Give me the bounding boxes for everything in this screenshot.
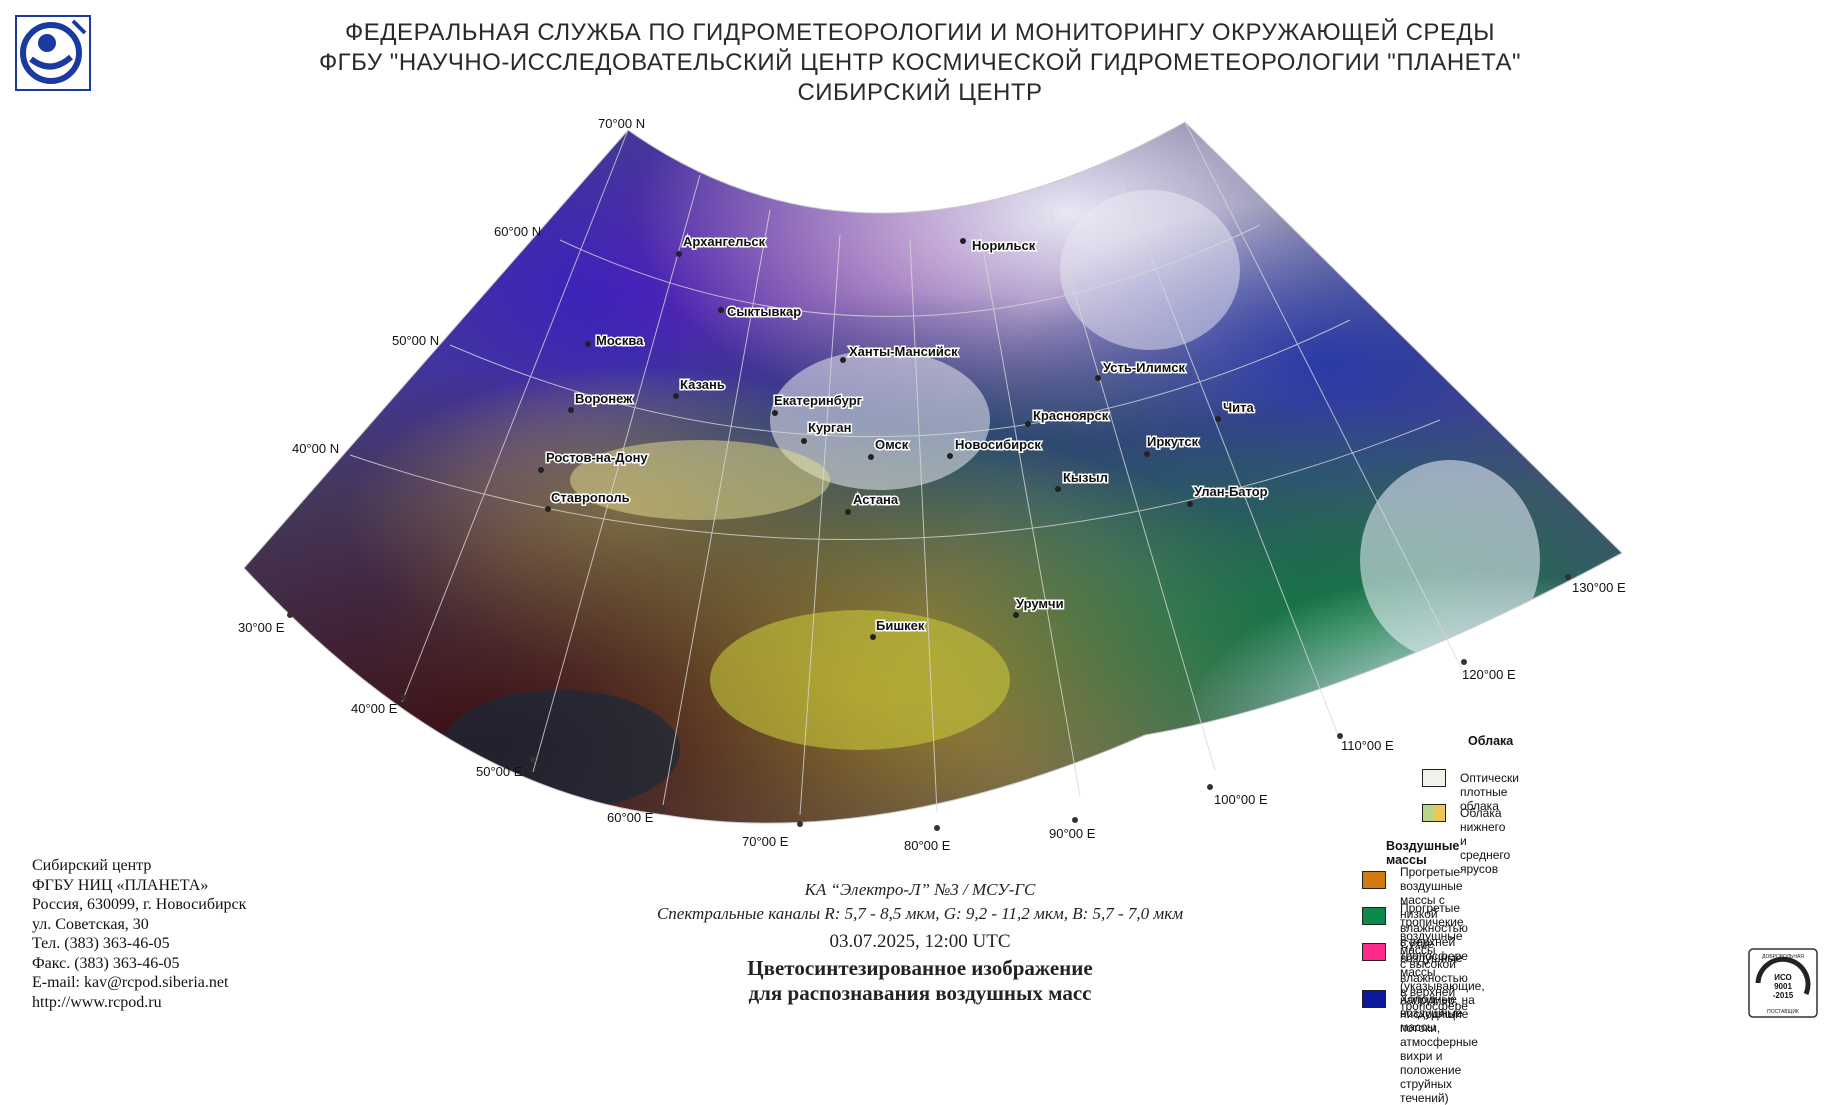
lon-label-40: 40°00 E	[351, 701, 398, 716]
city-bishkek: Бишкек	[876, 618, 925, 633]
legend-text: Сухие воздушные массы (указывающие, напр…	[1400, 937, 1485, 1007]
city-stavropol: Ставрополь	[551, 490, 630, 505]
lon-label-30: 30°00 E	[238, 620, 285, 635]
caption-datetime: 03.07.2025, 12:00 UTC	[829, 931, 1011, 952]
lat-label-70: 70°00 N	[598, 116, 645, 131]
contact-phone: Тел. (383) 363-46-05	[32, 935, 170, 952]
contact-website[interactable]: http://www.rcpod.ru	[32, 993, 162, 1011]
header-line-1: ФЕДЕРАЛЬНАЯ СЛУЖБА ПО ГИДРОМЕТЕОРОЛОГИИ …	[345, 19, 1495, 46]
caption-title-1: Цветосинтезированное изображение	[747, 956, 1093, 980]
legend-swatch-warm-dry	[1362, 871, 1386, 889]
legend-airmass-heading: Воздушные массы	[1386, 839, 1460, 867]
city-astana: Астана	[853, 492, 899, 507]
iso-line-3: -2015	[1773, 991, 1794, 1000]
iso-line-2: 9001	[1774, 982, 1792, 991]
iso-certification-badge-icon: ДОБРОВОЛЬНАЯ ИСО 9001 -2015 ПОСТАВЩИК	[1748, 948, 1818, 1018]
contact-line: Сибирский центр	[32, 857, 152, 874]
legend-text: влажностью в верхней тропосфере	[1400, 921, 1468, 963]
contact-line: ФГБУ НИЦ «ПЛАНЕТА»	[32, 876, 209, 894]
legend-label-warm-tropical: Прогретые тропичекие воздушные массы с в…	[1400, 901, 1468, 1013]
lon-label-80: 80°00 E	[904, 838, 951, 853]
lon-label-120: 120°00 E	[1462, 667, 1516, 682]
legend-label-low-mid-clouds: Облака нижнего и среднего ярусов	[1460, 806, 1511, 876]
lon-label-100: 100°00 E	[1214, 792, 1268, 807]
city-dots	[538, 238, 1221, 640]
iso-line-1: ИСО	[1774, 973, 1792, 982]
legend-swatch-low-mid-clouds	[1422, 804, 1446, 822]
contact-info: Сибирский центр ФГБУ НИЦ «ПЛАНЕТА» Росси…	[32, 856, 246, 1012]
city-voronezh: Воронеж	[575, 391, 633, 406]
header-line-2: ФГБУ "НАУЧНО-ИССЛЕДОВАТЕЛЬСКИЙ ЦЕНТР КОС…	[318, 49, 1522, 76]
lat-label-40: 40°00 N	[292, 441, 339, 456]
header-line-3: СИБИРСКИЙ ЦЕНТР	[797, 79, 1043, 106]
city-kurgan: Курган	[808, 420, 851, 435]
city-ust-ilimsk: Усть-Илимск	[1103, 360, 1185, 375]
legend-swatch-dense-clouds	[1422, 769, 1446, 787]
lon-label-130: 130°00 E	[1572, 580, 1626, 595]
city-chita: Чита	[1223, 400, 1254, 415]
satellite-map: 70°00 N 60°00 N 50°00 N 40°00 N 30°00 E …	[238, 116, 1626, 853]
city-syktyvkar: Сыктывкар	[727, 304, 801, 319]
caption-channels: Спектральные каналы R: 5,7 - 8,5 мкм, G:…	[656, 904, 1184, 923]
legend-swatch-dry	[1362, 943, 1386, 961]
iso-top-text: ДОБРОВОЛЬНАЯ	[1762, 954, 1804, 960]
legend-label-dense-clouds: Оптически плотные облака	[1460, 771, 1519, 813]
city-omsk: Омск	[875, 437, 909, 452]
city-novosibirsk: Новосибирск	[955, 437, 1041, 452]
contact-email[interactable]: E-mail: kav@rcpod.siberia.net	[32, 974, 229, 991]
city-kyzyl: Кызыл	[1063, 470, 1108, 485]
city-yekaterinburg: Екатеринбург	[774, 393, 863, 408]
city-irkutsk: Иркутск	[1147, 434, 1199, 449]
lon-label-60: 60°00 E	[607, 810, 654, 825]
legend-swatch-cold	[1362, 990, 1386, 1008]
legend-text: Прогретые воздушные массы с низкой	[1400, 865, 1463, 921]
iso-bottom-text: ПОСТАВЩИК	[1767, 1009, 1799, 1015]
airmass-imagery	[244, 122, 1622, 824]
lon-label-110: 110°00 E	[1341, 738, 1394, 753]
graticule	[349, 121, 1466, 816]
city-arkhangelsk: Архангельск	[683, 234, 766, 249]
lat-label-60: 60°00 N	[494, 224, 541, 239]
city-norilsk: Норильск	[972, 238, 1036, 253]
city-krasnoyarsk: Красноярск	[1033, 408, 1109, 423]
lon-marks	[287, 574, 1571, 831]
city-kazan: Казань	[680, 377, 725, 392]
contact-fax: Факс. (383) 363-46-05	[32, 954, 180, 972]
lon-label-70: 70°00 E	[742, 834, 789, 849]
legend-swatch-warm-tropical	[1362, 907, 1386, 925]
image-caption: КА “Электро-Л” №3 / МСУ-ГС Спектральные …	[560, 878, 1280, 1006]
legend-text: струйных течений)	[1400, 1077, 1452, 1105]
legend-text: с высокой влажностью в верхней тропосфер…	[1400, 957, 1468, 1013]
header: ФЕДЕРАЛЬНАЯ СЛУЖБА ПО ГИДРОМЕТЕОРОЛОГИИ …	[300, 18, 1540, 108]
legend-label-warm-dry: Прогретые воздушные массы с низкой влажн…	[1400, 865, 1468, 963]
city-khanty-mansiysk: Ханты-Мансийск	[849, 344, 958, 359]
roshydromet-logo-icon	[15, 15, 91, 91]
lat-label-50: 50°00 N	[392, 333, 439, 348]
legend-clouds-heading: Облака	[1468, 734, 1514, 748]
city-rostov-na-donu: Ростов-на-Дону	[546, 450, 648, 465]
city-ulaanbaatar: Улан-Батор	[1194, 484, 1268, 499]
city-urumqi: Урумчи	[1016, 596, 1064, 611]
caption-satellite: КА “Электро-Л” №3 / МСУ-ГС	[804, 880, 1036, 899]
lon-label-50: 50°00 E	[476, 764, 523, 779]
legend-text: Прогретые тропичекие воздушные массы	[1400, 901, 1464, 957]
city-moscow: Москва	[596, 333, 644, 348]
lon-label-90: 90°00 E	[1049, 826, 1096, 841]
legend-label-cold: Холодные воздушные массы	[1400, 992, 1463, 1034]
contact-line: Россия, 630099, г. Новосибирск	[32, 896, 247, 913]
contact-line: ул. Советская, 30	[32, 915, 149, 933]
caption-title-2: для распознавания воздушных масс	[748, 981, 1092, 1005]
